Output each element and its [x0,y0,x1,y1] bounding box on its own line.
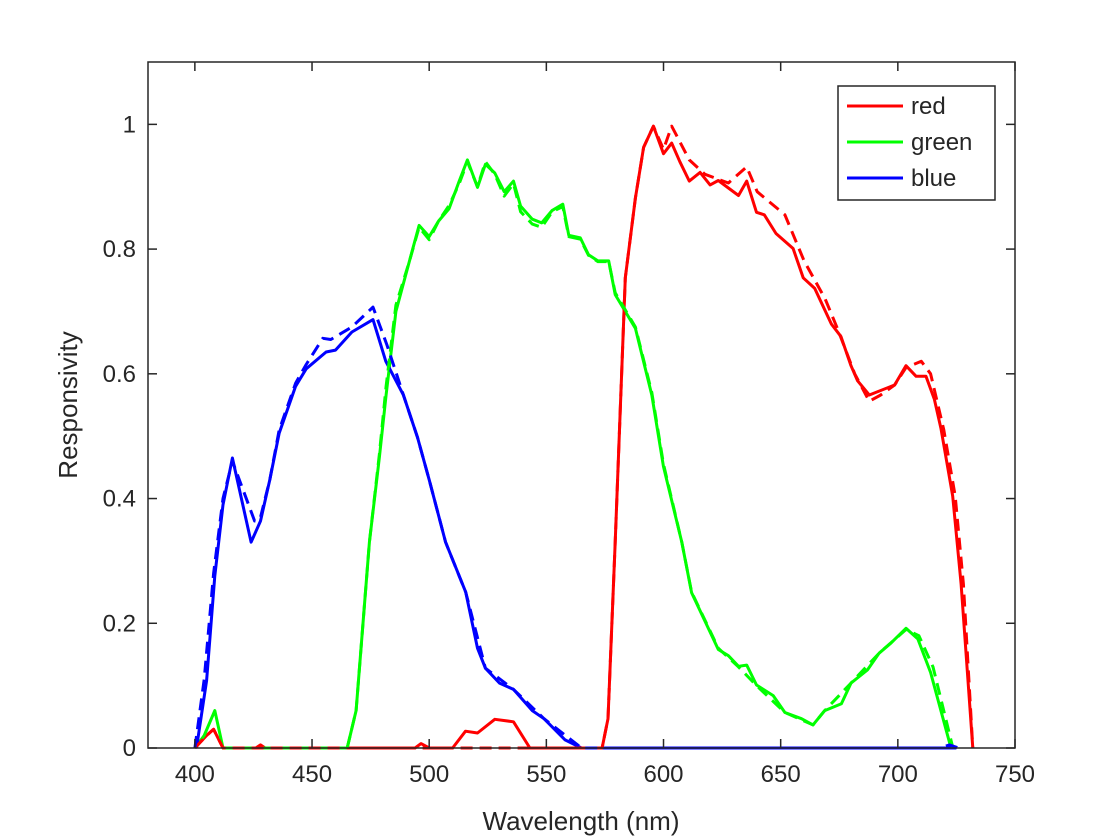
axes-box [147,61,1016,749]
y-axis-label: Responsivity [53,331,83,478]
series-line-dashed-4 [345,160,955,749]
x-tick-label: 500 [409,761,449,788]
series-layer [193,124,975,750]
y-tick-label: 1 [123,111,136,138]
x-tick-label: 700 [878,761,918,788]
x-tick-label: 750 [995,761,1035,788]
series-line-red [193,124,975,750]
x-tick-label: 600 [643,761,683,788]
legend-label-blue: blue [911,165,956,192]
y-tick-label: 0.2 [103,610,136,637]
y-tick-label: 0.4 [103,486,136,513]
legend-label-green: green [911,129,972,156]
y-tick-label: 0.6 [103,361,136,388]
x-axis-label: Wavelength (nm) [483,806,680,836]
x-tick-label: 400 [175,761,215,788]
y-tick-label: 0.8 [103,236,136,263]
x-tick-label: 550 [526,761,566,788]
ticks-layer: 400 450 500 550 600 650 700 750 0 0.2 0.4 0.6 0.8 1 [103,62,1035,788]
series-line-dashed-3 [193,124,975,750]
x-tick-label: 450 [292,761,332,788]
y-tick-label: 0 [123,735,136,762]
legend: red green blue [837,85,996,201]
x-tick-label: 650 [761,761,801,788]
legend-label-red: red [911,93,946,120]
